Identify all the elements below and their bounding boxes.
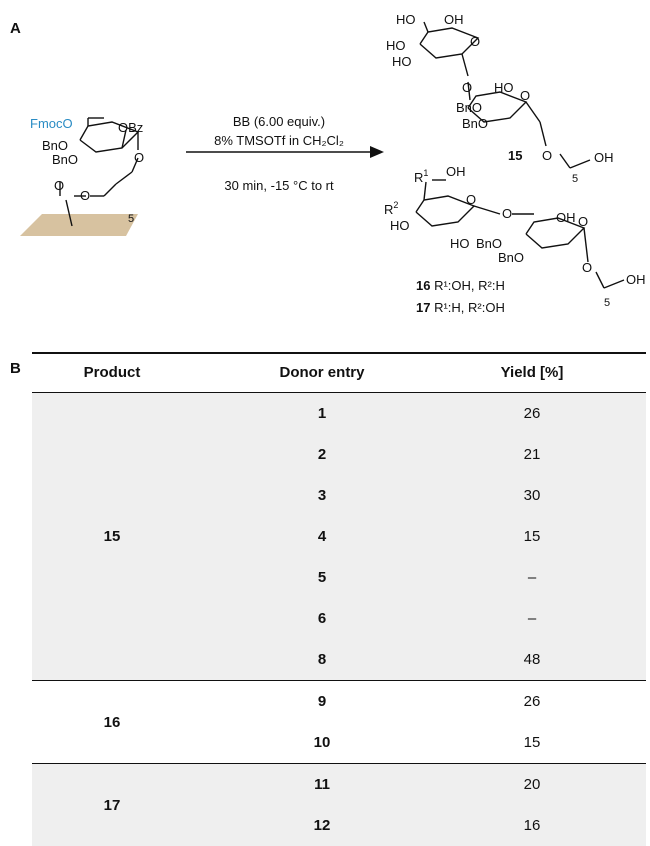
yield-cell: – (527, 569, 537, 586)
sm-chain-o: O (134, 150, 144, 165)
entry-cell: 6 (317, 610, 327, 627)
group-product-16: 16 9 26 10 15 (32, 680, 646, 763)
p15-bno-1: BnO (456, 100, 482, 115)
arrow-head (370, 146, 384, 158)
yield-cell: 15 (523, 734, 541, 751)
p15-oh-1: OH (444, 12, 464, 27)
p15-subscript: 5 (572, 173, 578, 185)
product-15-structure (419, 21, 591, 169)
sm-fmoco: FmocO (30, 116, 73, 131)
p15-ho-3: HO (392, 54, 412, 69)
table-header: Product Donor entry Yield [%] (32, 352, 646, 393)
entry-cell: 2 (317, 446, 327, 463)
conditions-line3: 30 min, -15 °C to rt (224, 178, 334, 193)
table-row: 9 26 (32, 681, 646, 722)
header-product: Product (83, 364, 141, 381)
p1617-oh-end: OH (626, 272, 646, 287)
product-cell: 17 (103, 796, 121, 814)
p1617-r2: R2 (384, 200, 398, 217)
yield-table: Product Donor entry Yield [%] 15 1 26 2 21… (32, 352, 646, 846)
p15-number: 15 (508, 148, 522, 163)
p15-link-o: O (462, 80, 472, 95)
p15-ring-o-2: O (520, 88, 530, 103)
sm-ester-o: O (54, 178, 64, 193)
table-row: 4 15 (32, 516, 646, 557)
yield-cell: 16 (523, 817, 541, 834)
yield-cell: 30 (523, 487, 541, 504)
product-16-17-structure (415, 179, 625, 289)
table-row: 1 26 (32, 393, 646, 434)
panel-b-label: B (10, 360, 21, 377)
entry-cell: 10 (313, 734, 331, 751)
p1617-subscript: 5 (604, 297, 610, 309)
sm-bno-1: BnO (42, 138, 68, 153)
entry-cell: 5 (317, 569, 327, 586)
entry-cell: 3 (317, 487, 327, 504)
conditions-line1: BB (6.00 equiv.) (233, 114, 325, 129)
p15-oh-end: OH (594, 150, 614, 165)
yield-cell: 48 (523, 651, 541, 668)
p1617-ring-o2: O (578, 214, 588, 229)
label-17: 17 R¹:H, R²:OH (416, 300, 505, 315)
p1617-link-o: O (502, 206, 512, 221)
p15-ho-4: HO (494, 80, 514, 95)
sm-obz: OBz (118, 120, 143, 135)
p15-o-glyco: O (542, 148, 552, 163)
p1617-r1: R1 (414, 168, 428, 185)
group-product-15: 15 1 26 2 21 3 30 4 15 5– 6– 8 48 (32, 393, 646, 680)
reaction-scheme: FmocO OBz BnO BnO O O O 5 BB (6.00 equiv… (20, 12, 646, 315)
yield-cell: 20 (523, 776, 541, 793)
entry-cell: 8 (317, 651, 327, 668)
table-row: 3 30 (32, 475, 646, 516)
header-donor-entry: Donor entry (279, 364, 365, 381)
p1617-bno-1: BnO (476, 236, 502, 251)
p1617-o-glyco: O (582, 260, 592, 275)
sm-subscript: 5 (128, 213, 134, 225)
header-yield: Yield [%] (500, 364, 564, 381)
entry-cell: 9 (317, 693, 327, 710)
p15-ho-2: HO (386, 38, 406, 53)
sm-bno-2: BnO (52, 152, 78, 167)
p15-ho-1: HO (396, 12, 416, 27)
entry-cell: 12 (313, 817, 331, 834)
table-row: 2 21 (32, 434, 646, 475)
p15-bno-2: BnO (462, 116, 488, 131)
p1617-oh-top: OH (446, 164, 466, 179)
yield-cell: 15 (523, 528, 541, 545)
label-16: 16 R¹:OH, R²:H (416, 278, 505, 293)
entry-cell: 11 (314, 776, 330, 793)
sm-ester-o2: O (80, 188, 90, 203)
conditions-line2: 8% TMSOTf in CH₂Cl₂ (214, 133, 344, 148)
table-row: 5– (32, 557, 646, 598)
p1617-oh-right: OH (556, 210, 576, 225)
entry-cell: 1 (317, 405, 327, 422)
product-cell: 15 (103, 528, 121, 545)
yield-cell: 26 (523, 693, 541, 710)
table-row: 8 48 (32, 639, 646, 680)
yield-cell: 26 (523, 405, 541, 422)
p1617-ho-left: HO (390, 218, 410, 233)
p1617-ring-o: O (466, 192, 476, 207)
panel-a-label: A (10, 20, 21, 37)
p1617-ho-mid: HO (450, 236, 470, 251)
group-product-17: 17 11 20 12 16 (32, 763, 646, 846)
p1617-bno-2: BnO (498, 250, 524, 265)
table-row: 12 16 (32, 805, 646, 846)
yield-cell: – (527, 610, 537, 627)
p15-ring-o-1: O (470, 34, 480, 49)
table-row: 11 20 (32, 764, 646, 805)
entry-cell: 4 (317, 528, 327, 545)
starting-material (59, 117, 140, 227)
resin-support (20, 214, 138, 236)
table-row: 6– (32, 598, 646, 639)
product-cell: 16 (103, 713, 121, 731)
yield-cell: 21 (523, 446, 541, 463)
table-row: 10 15 (32, 722, 646, 763)
